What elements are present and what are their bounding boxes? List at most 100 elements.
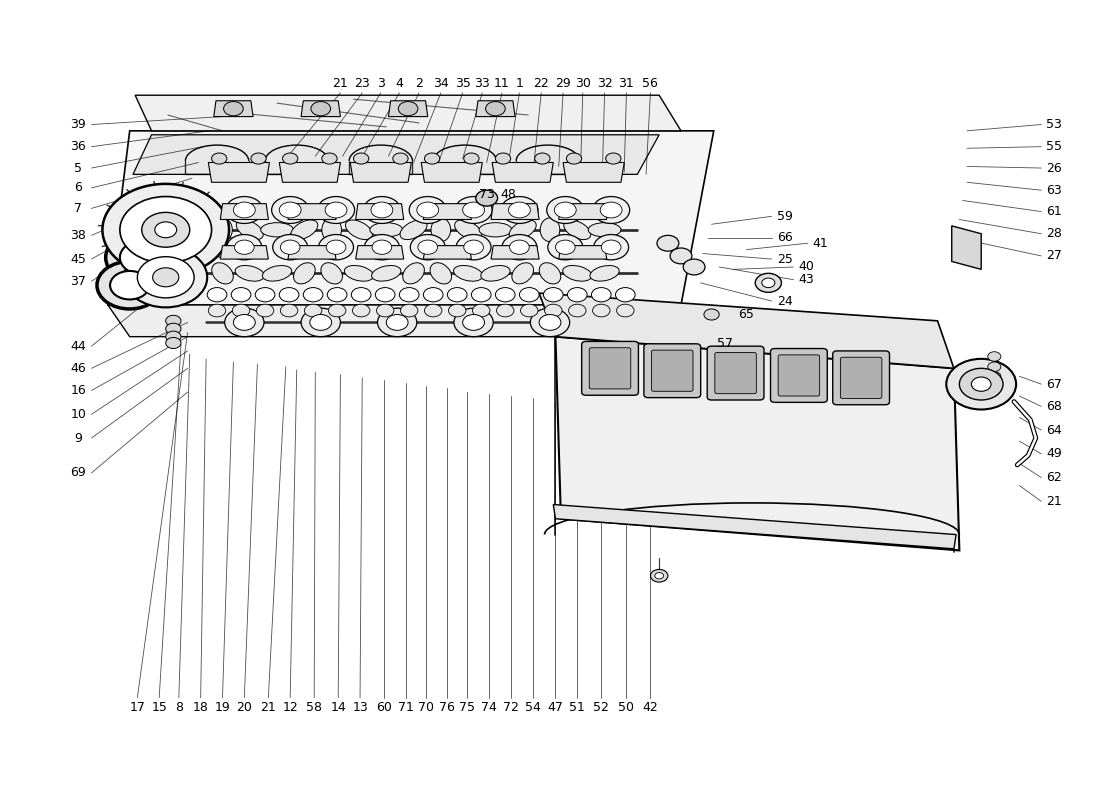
Circle shape (319, 234, 353, 260)
Circle shape (502, 234, 537, 260)
Ellipse shape (539, 262, 561, 284)
Circle shape (988, 352, 1001, 362)
Text: 54: 54 (525, 701, 540, 714)
Circle shape (544, 304, 562, 317)
Ellipse shape (261, 222, 294, 237)
Circle shape (400, 304, 418, 317)
Ellipse shape (588, 222, 621, 237)
FancyBboxPatch shape (651, 350, 693, 391)
Circle shape (329, 304, 345, 317)
FancyBboxPatch shape (707, 346, 764, 400)
Text: 11: 11 (494, 77, 509, 90)
Circle shape (704, 309, 719, 320)
Circle shape (322, 153, 337, 164)
Circle shape (616, 287, 635, 302)
Circle shape (464, 240, 483, 254)
Polygon shape (133, 134, 659, 174)
Polygon shape (539, 293, 954, 368)
Circle shape (520, 304, 538, 317)
Ellipse shape (454, 220, 482, 239)
Circle shape (500, 197, 538, 223)
Circle shape (318, 197, 354, 223)
Circle shape (496, 304, 514, 317)
Ellipse shape (235, 266, 264, 281)
Text: 33: 33 (474, 77, 491, 90)
Polygon shape (563, 162, 624, 182)
Circle shape (409, 197, 447, 223)
Circle shape (425, 304, 442, 317)
Circle shape (539, 314, 561, 330)
Circle shape (102, 184, 229, 276)
Text: 40: 40 (799, 261, 814, 274)
Circle shape (449, 304, 466, 317)
Text: 10: 10 (70, 408, 86, 421)
Circle shape (606, 153, 621, 164)
Circle shape (376, 304, 394, 317)
Circle shape (233, 314, 255, 330)
Circle shape (463, 202, 484, 218)
Text: 39: 39 (70, 118, 86, 131)
Polygon shape (491, 246, 539, 259)
Text: 21: 21 (1046, 495, 1063, 508)
Ellipse shape (322, 218, 341, 242)
Text: 24: 24 (777, 294, 793, 307)
Circle shape (273, 234, 308, 260)
Text: 27: 27 (1046, 250, 1063, 262)
Text: 62: 62 (1046, 471, 1063, 484)
Circle shape (464, 153, 478, 164)
Polygon shape (350, 162, 411, 182)
Text: 32: 32 (596, 77, 613, 90)
FancyBboxPatch shape (590, 348, 630, 389)
Polygon shape (108, 305, 703, 337)
Circle shape (988, 371, 1001, 381)
Ellipse shape (564, 220, 591, 239)
Circle shape (393, 153, 408, 164)
Circle shape (153, 268, 179, 286)
Circle shape (657, 235, 679, 251)
Text: 35: 35 (454, 77, 471, 90)
Circle shape (425, 153, 440, 164)
FancyBboxPatch shape (770, 349, 827, 402)
Circle shape (417, 202, 439, 218)
Ellipse shape (453, 266, 483, 281)
Polygon shape (355, 246, 404, 259)
Circle shape (166, 315, 182, 326)
Polygon shape (553, 505, 956, 549)
Circle shape (592, 287, 612, 302)
Ellipse shape (211, 262, 233, 284)
Text: 44: 44 (70, 340, 86, 353)
Ellipse shape (509, 220, 536, 239)
Circle shape (256, 304, 274, 317)
Text: 41: 41 (813, 237, 828, 250)
Circle shape (279, 202, 301, 218)
Polygon shape (476, 101, 515, 117)
Circle shape (399, 287, 419, 302)
Text: 64: 64 (1046, 423, 1063, 437)
Circle shape (352, 304, 370, 317)
Circle shape (650, 570, 668, 582)
Circle shape (327, 240, 345, 254)
Ellipse shape (540, 218, 560, 242)
Circle shape (456, 234, 491, 260)
Polygon shape (424, 246, 472, 259)
Text: 26: 26 (1046, 162, 1063, 174)
Circle shape (670, 248, 692, 264)
Circle shape (353, 153, 369, 164)
Text: 67: 67 (1046, 378, 1063, 390)
Circle shape (223, 102, 243, 116)
Text: 43: 43 (799, 273, 814, 286)
Circle shape (543, 287, 563, 302)
Text: 45: 45 (70, 253, 86, 266)
Circle shape (351, 287, 371, 302)
Circle shape (473, 304, 490, 317)
Text: 47: 47 (548, 701, 563, 714)
Ellipse shape (344, 266, 374, 281)
Circle shape (495, 287, 515, 302)
Polygon shape (135, 95, 681, 131)
Circle shape (363, 197, 400, 223)
Circle shape (946, 359, 1016, 410)
Text: 59: 59 (777, 210, 793, 223)
Circle shape (530, 308, 570, 337)
Text: 58: 58 (306, 701, 322, 714)
Circle shape (97, 262, 163, 309)
